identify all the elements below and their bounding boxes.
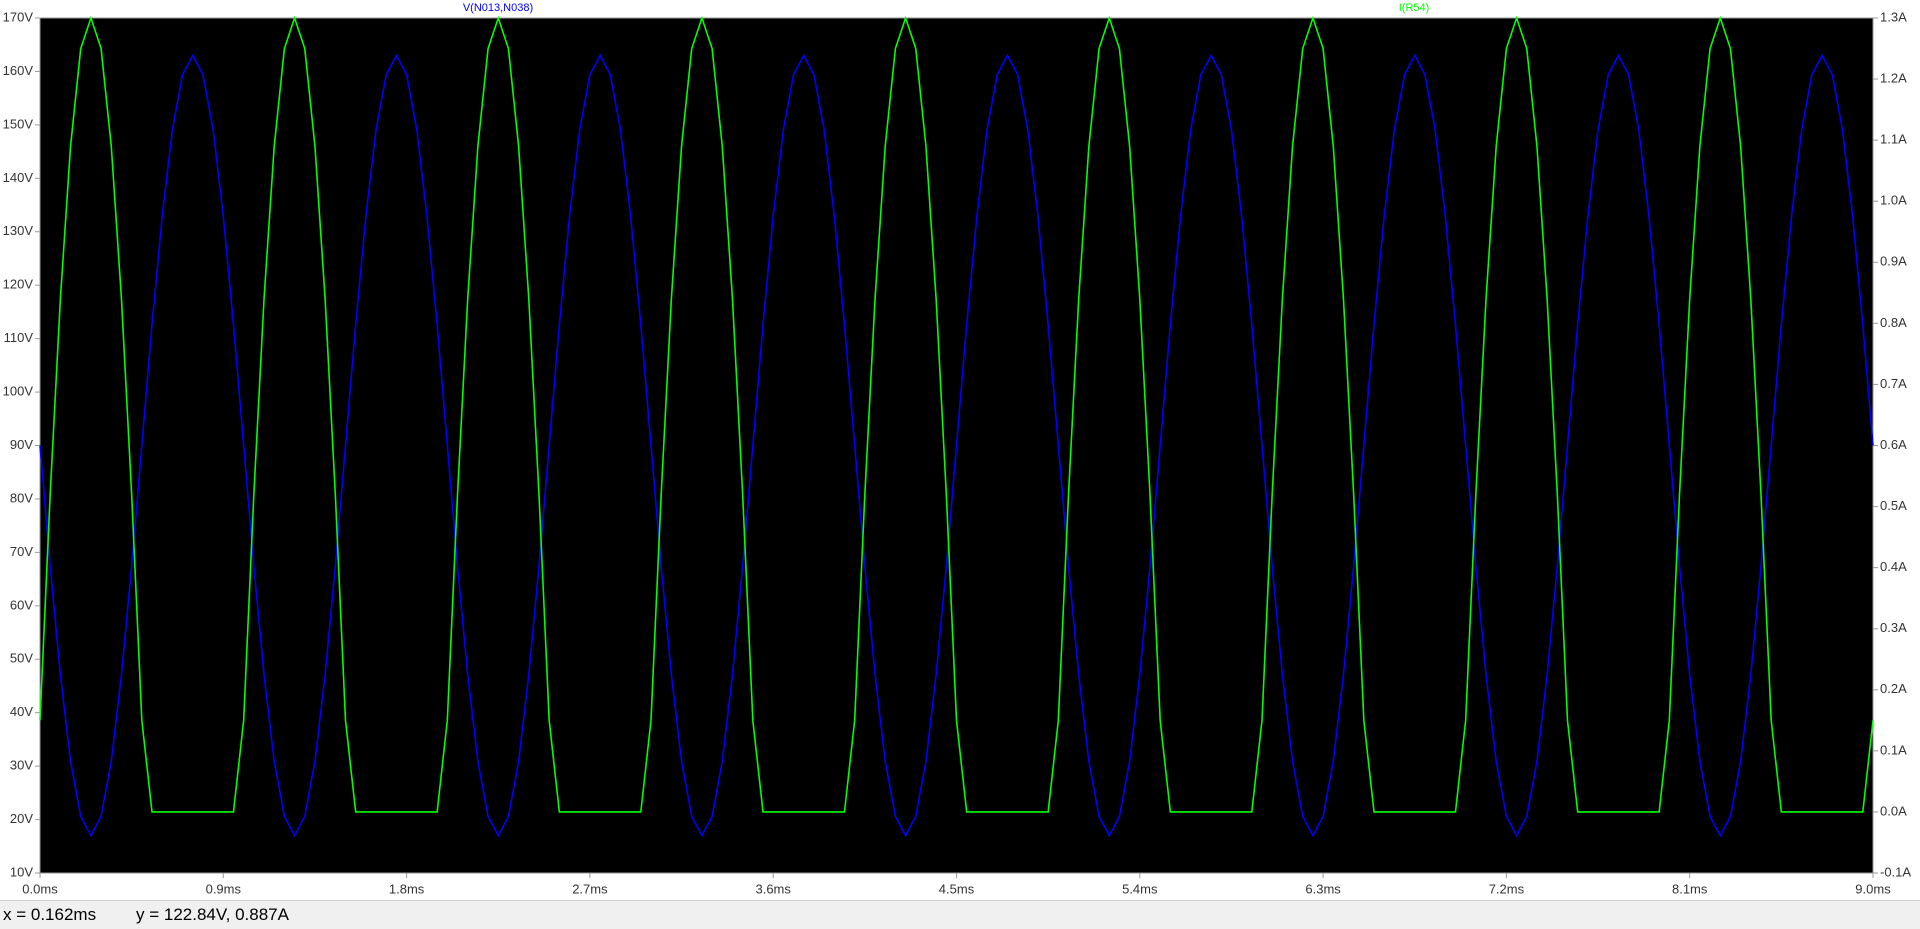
y2-tick-label: -0.1A xyxy=(1880,864,1911,879)
y2-tick-label: 0.2A xyxy=(1880,681,1907,696)
x-tick-label: 2.7ms xyxy=(572,881,608,896)
y2-tick-label: 0.9A xyxy=(1880,254,1907,269)
cursor-y: y = 122.84V, 0.887A xyxy=(136,905,289,924)
y2-tick-label: 0.7A xyxy=(1880,376,1907,391)
y-tick-label: 170V xyxy=(3,9,34,24)
y2-tick-label: 1.1A xyxy=(1880,132,1907,147)
y2-tick-label: 0.0A xyxy=(1880,803,1907,818)
y2-tick-label: 0.5A xyxy=(1880,498,1907,513)
x-tick-label: 4.5ms xyxy=(939,881,975,896)
y-tick-label: 110V xyxy=(4,330,34,345)
y2-tick-label: 1.0A xyxy=(1880,193,1907,208)
y-tick-label: 50V xyxy=(10,651,33,666)
y-tick-label: 160V xyxy=(3,63,34,78)
y2-tick-label: 1.2A xyxy=(1880,71,1907,86)
y2-tick-label: 0.8A xyxy=(1880,315,1907,330)
y-tick-label: 130V xyxy=(3,223,34,238)
x-tick-label: 5.4ms xyxy=(1122,881,1158,896)
x-tick-label: 3.6ms xyxy=(755,881,791,896)
status-bar: x = 0.162ms y = 122.84V, 0.887A xyxy=(0,900,1920,929)
x-tick-label: 1.8ms xyxy=(389,881,425,896)
series-line xyxy=(39,53,1874,838)
x-tick-label: 6.3ms xyxy=(1305,881,1341,896)
y2-tick-label: 0.1A xyxy=(1880,742,1907,757)
x-tick-label: 9.0ms xyxy=(1855,881,1891,896)
chart: 10V 20V 30V 40V 50V 60V 70V 80V 90V 100V 110V 120V 1… xyxy=(3,2,1912,897)
x-tick-label: 8.1ms xyxy=(1672,881,1708,896)
y-tick-label: 80V xyxy=(10,490,33,505)
cursor-x: x = 0.162ms xyxy=(3,905,97,924)
y2-tick-label: 0.3A xyxy=(1880,620,1907,635)
y-tick-label: 120V xyxy=(3,277,34,292)
y-tick-label: 70V xyxy=(10,544,33,559)
y-tick-label: 90V xyxy=(10,437,33,452)
y-tick-label: 30V xyxy=(10,758,33,773)
y-tick-label: 10V xyxy=(10,864,33,879)
y-tick-label: 20V xyxy=(10,811,33,826)
y-tick-label: 40V xyxy=(10,704,33,719)
y-tick-label: 140V xyxy=(3,170,34,185)
y-tick-label: 150V xyxy=(3,116,34,131)
legend-label: V(N013,N038) xyxy=(463,2,533,14)
y2-tick-label: 0.4A xyxy=(1880,559,1907,574)
y-tick-label: 100V xyxy=(3,384,34,399)
y2-tick-label: 0.6A xyxy=(1880,437,1907,452)
x-tick-label: 7.2ms xyxy=(1489,881,1525,896)
series-line xyxy=(39,15,1874,813)
legend-label: I(R54) xyxy=(1399,2,1430,14)
y-tick-label: 60V xyxy=(10,597,33,612)
x-tick-label: 0.9ms xyxy=(206,881,242,896)
x-tick-label: 0.0ms xyxy=(22,881,58,896)
y2-tick-label: 1.3A xyxy=(1880,9,1907,24)
